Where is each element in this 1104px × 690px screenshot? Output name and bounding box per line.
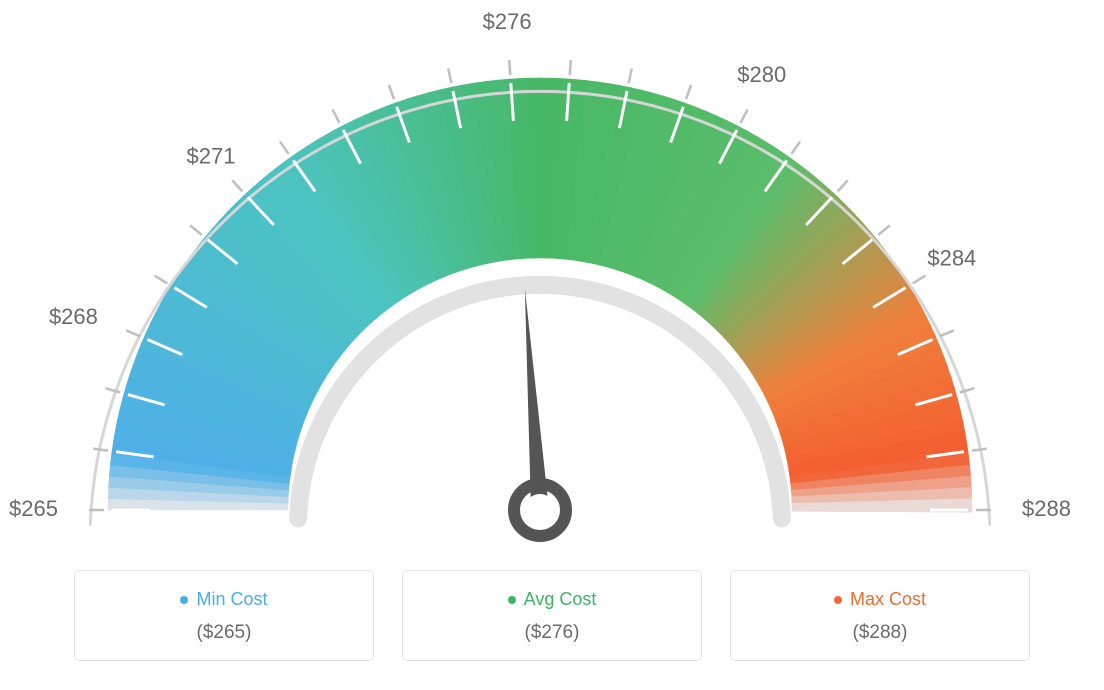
gauge-tick-label: $265 (9, 496, 58, 521)
legend-value-avg: ($276) (413, 622, 691, 644)
gauge-tick-label: $271 (187, 144, 236, 169)
legend-card-min: Min Cost ($265) (74, 570, 374, 661)
gauge-tick-label: $288 (1022, 496, 1071, 521)
legend-card-max: Max Cost ($288) (730, 570, 1030, 661)
legend-dot-avg (508, 596, 516, 604)
legend-row: Min Cost ($265) Avg Cost ($276) Max Cost… (0, 570, 1104, 661)
legend-title-avg: Avg Cost (508, 589, 597, 610)
legend-label-max: Max Cost (850, 589, 926, 610)
legend-dot-max (834, 596, 842, 604)
legend-dot-min (180, 596, 188, 604)
legend-label-avg: Avg Cost (524, 589, 597, 610)
legend-title-max: Max Cost (834, 589, 926, 610)
legend-value-max: ($288) (741, 622, 1019, 644)
legend-title-min: Min Cost (180, 589, 267, 610)
legend-card-avg: Avg Cost ($276) (402, 570, 702, 661)
legend-label-min: Min Cost (196, 589, 267, 610)
gauge-tick-label: $284 (927, 246, 976, 271)
gauge-needle-hub-inner (524, 494, 556, 526)
gauge-svg: $265 $268 $271 $276 $280 $284 $288 (0, 0, 1104, 570)
gauge-tick-label: $280 (737, 62, 786, 87)
gauge-tick-label: $276 (483, 9, 532, 34)
gauge-tick-label: $268 (49, 304, 98, 329)
legend-value-min: ($265) (85, 622, 363, 644)
gauge-needle (525, 289, 549, 511)
gauge-container: $265 $268 $271 $276 $280 $284 $288 (0, 0, 1104, 570)
